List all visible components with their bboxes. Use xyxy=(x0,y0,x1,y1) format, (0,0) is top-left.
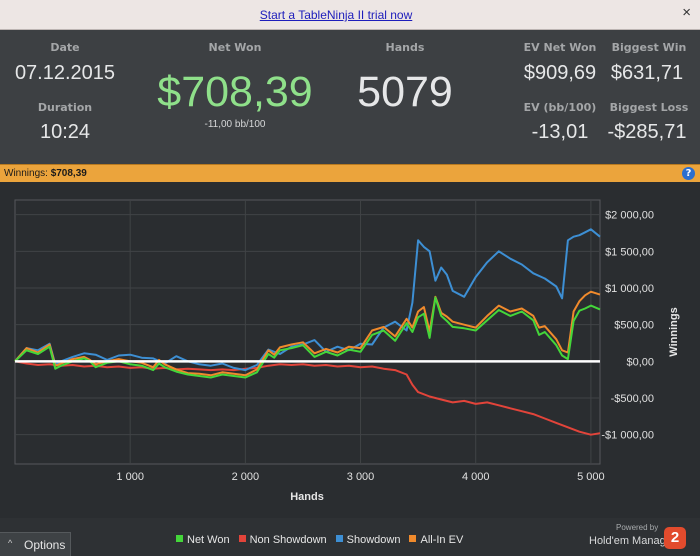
ev-net-won-label: EV Net Won xyxy=(523,41,597,54)
winnings-header-bar: Winnings: $708,39 ? xyxy=(0,164,700,182)
legend-item-showdown[interactable]: Showdown xyxy=(335,534,401,546)
x-axis-tick-labels: 1 000 2 000 3 000 4 000 5 000 xyxy=(116,471,604,483)
plot-background xyxy=(14,199,601,465)
options-button[interactable]: ^ Options xyxy=(0,532,71,556)
winnings-chart: $2 000,00 $1 500,00 $1 000,00 $500,00 $0,00 -… xyxy=(0,182,700,518)
trial-banner: Start a TableNinja II trial now × xyxy=(0,0,700,30)
brand-name: Hold'em Manager xyxy=(589,535,676,547)
options-label: Options xyxy=(24,538,66,552)
x-tick-label: 5 000 xyxy=(577,471,605,483)
net-won-value: $708,39 xyxy=(157,68,313,116)
net-won-bb-per-100: -11,00 bb/100 xyxy=(204,119,266,130)
winnings-label: Winnings: xyxy=(4,168,48,179)
legend-swatch xyxy=(409,535,417,542)
x-tick-label: 4 000 xyxy=(462,471,490,483)
legend-label: Non Showdown xyxy=(249,534,327,546)
duration-label: Duration xyxy=(37,101,93,114)
hands-label: Hands xyxy=(385,41,425,54)
y-tick-label: $1 000,00 xyxy=(605,283,654,295)
biggest-win-value: $631,71 xyxy=(610,62,684,84)
legend-label: All-In EV xyxy=(420,534,464,546)
holdem-manager-logo-icon: 2 xyxy=(664,527,686,549)
legend-swatch xyxy=(335,535,343,542)
y-axis-title: Winnings xyxy=(668,307,680,356)
y-tick-label: $1 500,00 xyxy=(605,246,654,258)
x-tick-label: 3 000 xyxy=(347,471,375,483)
legend-item-net-won[interactable]: Net Won xyxy=(176,534,230,546)
session-stats-panel: Date 07.12.2015 Duration 10:24 Net Won $… xyxy=(0,30,700,164)
winnings-summary: Winnings: $708,39 xyxy=(4,168,87,179)
date-value: 07.12.2015 xyxy=(14,62,116,84)
x-tick-label: 2 000 xyxy=(232,471,260,483)
y-tick-label: -$500,00 xyxy=(611,393,654,405)
hands-value: 5079 xyxy=(357,68,453,116)
legend-label: Net Won xyxy=(187,534,230,546)
chevron-up-icon: ^ xyxy=(8,538,13,548)
bottom-bar: ^ Options Net Won Non Showdown Showdown All… xyxy=(0,518,700,556)
series-line-non-showdown xyxy=(14,360,601,436)
y-tick-label: $500,00 xyxy=(614,320,654,332)
legend-label: Showdown xyxy=(346,534,401,546)
legend-item-all-in-ev[interactable]: All-In EV xyxy=(409,534,463,546)
y-tick-label: -$1 000,00 xyxy=(601,430,654,442)
chart-legend: Net Won Non Showdown Showdown All-In EV xyxy=(176,534,472,548)
ev-bb-value: -13,01 xyxy=(531,121,589,143)
help-icon[interactable]: ? xyxy=(682,167,695,180)
duration-value: 10:24 xyxy=(39,121,91,143)
powered-by-text: Powered by xyxy=(616,523,659,532)
brand-block: Powered by Hold'em Manager 2 xyxy=(586,523,696,553)
y-axis-tick-labels: $2 000,00 $1 500,00 $1 000,00 $500,00 $0,00 -… xyxy=(601,210,654,442)
winnings-graph-svg: $2 000,00 $1 500,00 $1 000,00 $500,00 $0,00 -… xyxy=(14,199,680,503)
ev-bb-label: EV (bb/100) xyxy=(523,101,597,114)
tableninja-trial-link[interactable]: Start a TableNinja II trial now xyxy=(259,8,413,22)
legend-swatch xyxy=(176,535,183,542)
y-tick-label: $0,00 xyxy=(626,356,654,368)
y-tick-label: $2 000,00 xyxy=(605,210,654,222)
x-tick-label: 1 000 xyxy=(116,471,144,483)
biggest-win-label: Biggest Win xyxy=(611,41,687,54)
date-label: Date xyxy=(50,41,80,54)
ev-net-won-value: $909,69 xyxy=(523,62,597,84)
close-icon[interactable]: × xyxy=(682,4,691,21)
net-won-label: Net Won xyxy=(208,41,262,54)
legend-swatch xyxy=(238,535,246,542)
gridlines xyxy=(15,200,600,464)
x-axis-title: Hands xyxy=(290,491,324,503)
legend-item-non-showdown[interactable]: Non Showdown xyxy=(238,534,327,546)
winnings-value: $708,39 xyxy=(50,168,87,179)
biggest-loss-value: -$285,71 xyxy=(607,121,687,143)
biggest-loss-label: Biggest Loss xyxy=(609,101,689,114)
